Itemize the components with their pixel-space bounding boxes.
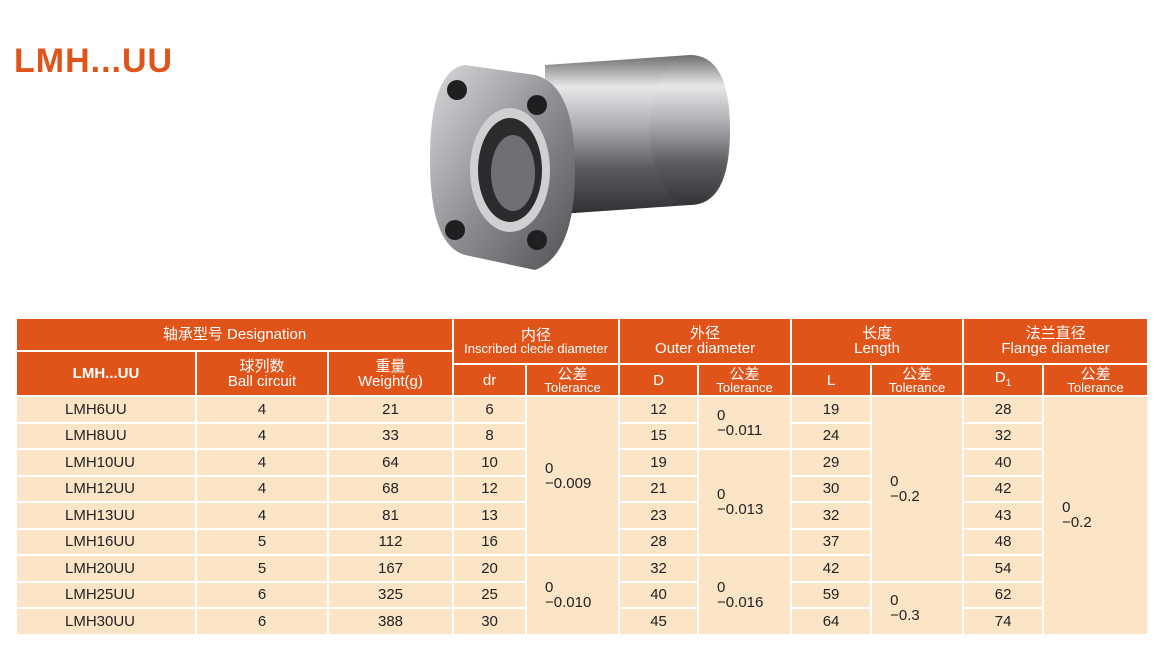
L-cell: 37: [790, 527, 873, 556]
model-cell: LMH16UU: [15, 527, 197, 556]
D-cell: 45: [618, 607, 700, 636]
ball-circuit-header: 球列数 Ball circuit: [195, 350, 329, 397]
weight-cell: 33: [326, 421, 455, 450]
outer-diameter-header: 外径 Outer diameter: [618, 317, 793, 365]
dr-tolerance-header: 公差 Tolerance: [525, 363, 621, 397]
table-row: LMH13UU 4 81 13 23 32 43: [15, 501, 1148, 530]
D1-tolerance-cell: 0 −0.2: [1042, 395, 1150, 636]
D-cell: 19: [618, 448, 700, 477]
L-cell: 30: [790, 474, 873, 503]
L-tolerance-cell: 0 −0.2: [870, 395, 965, 583]
model-cell: LMH12UU: [15, 474, 197, 503]
D-cell: 23: [618, 501, 700, 530]
ball-circuit-cell: 4: [195, 448, 329, 477]
dr-cell: 10: [452, 448, 528, 477]
table-row: LMH16UU 5 112 16 28 37 48: [15, 527, 1148, 556]
ball-circuit-cell: 5: [195, 527, 329, 556]
dr-cell: 20: [452, 554, 528, 583]
ball-circuit-cell: 4: [195, 501, 329, 530]
dr-tolerance-cell: 0 −0.010: [525, 554, 621, 636]
D-header: D: [618, 363, 700, 397]
weight-cell: 112: [326, 527, 455, 556]
dr-header: dr: [452, 363, 528, 397]
ball-circuit-cell: 4: [195, 421, 329, 450]
weight-cell: 64: [326, 448, 455, 477]
L-cell: 42: [790, 554, 873, 583]
model-cell: LMH8UU: [15, 421, 197, 450]
D-tolerance-cell: 0 −0.013: [697, 448, 793, 556]
dr-cell: 25: [452, 580, 528, 609]
D1-cell: 62: [962, 580, 1045, 609]
L-cell: 32: [790, 501, 873, 530]
ball-circuit-cell: 5: [195, 554, 329, 583]
table-row: LMH6UU 4 21 6 0 −0.009 12 0 −0.011 19 0 −0.2 28 0 …: [15, 395, 1150, 636]
dr-cell: 12: [452, 474, 528, 503]
dr-cell: 30: [452, 607, 528, 636]
model-header: LMH...UU: [15, 350, 197, 397]
D1-cell: 40: [962, 448, 1045, 477]
dr-cell: 8: [452, 421, 528, 450]
table-row: LMH10UU 4 64 10 19 0 −0.013 29 40: [15, 448, 1148, 556]
L-cell: 59: [790, 580, 873, 609]
ball-circuit-cell: 6: [195, 607, 329, 636]
table-row: LMH25UU 6 325 25 40 59 0 −0.3 62: [15, 580, 1148, 636]
model-cell: LMH6UU: [15, 395, 197, 424]
L-cell: 24: [790, 421, 873, 450]
table-row: LMH20UU 5 167 20 0 −0.010 32 0 −0.016 42 54: [15, 554, 1148, 636]
L-cell: 19: [790, 395, 873, 424]
length-header: 长度 Length: [790, 317, 965, 365]
D1-cell: 48: [962, 527, 1045, 556]
weight-cell: 167: [326, 554, 455, 583]
designation-header: 轴承型号 Designation: [14, 317, 455, 352]
D1-cell: 54: [962, 554, 1045, 583]
D1-cell: 42: [962, 474, 1045, 503]
D1-tolerance-header: 公差 Tolerance: [1042, 363, 1150, 397]
D-cell: 15: [618, 421, 700, 450]
dr-tolerance-cell: 0 −0.009: [525, 395, 621, 556]
dr-cell: 13: [452, 501, 528, 530]
model-cell: LMH20UU: [15, 554, 197, 583]
model-cell: LMH25UU: [15, 580, 197, 609]
D-cell: 12: [618, 395, 700, 424]
specification-table: 轴承型号 Designation 内径 Inscribed clecle diam…: [14, 317, 1150, 636]
dr-cell: 16: [452, 527, 528, 556]
D1-cell: 28: [962, 395, 1045, 424]
L-tolerance-header: 公差 Tolerance: [870, 363, 965, 397]
weight-cell: 325: [326, 580, 455, 609]
D-tolerance-cell: 0 −0.011: [697, 395, 793, 450]
weight-header: 重量 Weight(g): [326, 350, 455, 397]
dr-cell: 6: [452, 395, 528, 424]
table-row: LMH30UU 6 388 30 45 64 74: [15, 607, 1148, 636]
weight-cell: 21: [326, 395, 455, 424]
L-cell: 29: [790, 448, 873, 477]
flange-diameter-header: 法兰直径 Flange diameter: [962, 317, 1150, 365]
L-cell: 64: [790, 607, 873, 636]
L-tolerance-cell: 0 −0.3: [870, 580, 965, 636]
D-tolerance-cell: 0 −0.016: [697, 554, 793, 636]
D1-cell: 32: [962, 421, 1045, 450]
L-header: L: [790, 363, 873, 397]
D-tolerance-header: 公差 Tolerance: [697, 363, 793, 397]
model-cell: LMH13UU: [15, 501, 197, 530]
D-cell: 40: [618, 580, 700, 609]
inner-diameter-header: 内径 Inscribed clecle diameter: [452, 317, 621, 365]
table-row: LMH8UU 4 33 8 15 24 32: [15, 421, 1148, 450]
ball-circuit-cell: 4: [195, 474, 329, 503]
model-cell: LMH10UU: [15, 448, 197, 477]
D-cell: 28: [618, 527, 700, 556]
page-title: LMH...UU: [14, 42, 174, 80]
weight-cell: 68: [326, 474, 455, 503]
D1-cell: 43: [962, 501, 1045, 530]
ball-circuit-cell: 6: [195, 580, 329, 609]
weight-cell: 388: [326, 607, 455, 636]
D-cell: 32: [618, 554, 700, 583]
ball-circuit-cell: 4: [195, 395, 329, 424]
D1-header: D1: [962, 363, 1045, 397]
table-row: LMH12UU 4 68 12 21 30 42: [15, 474, 1148, 503]
model-cell: LMH30UU: [15, 607, 197, 636]
flanged-bearing-image: [430, 55, 730, 270]
D1-cell: 74: [962, 607, 1045, 636]
weight-cell: 81: [326, 501, 455, 530]
D-cell: 21: [618, 474, 700, 503]
